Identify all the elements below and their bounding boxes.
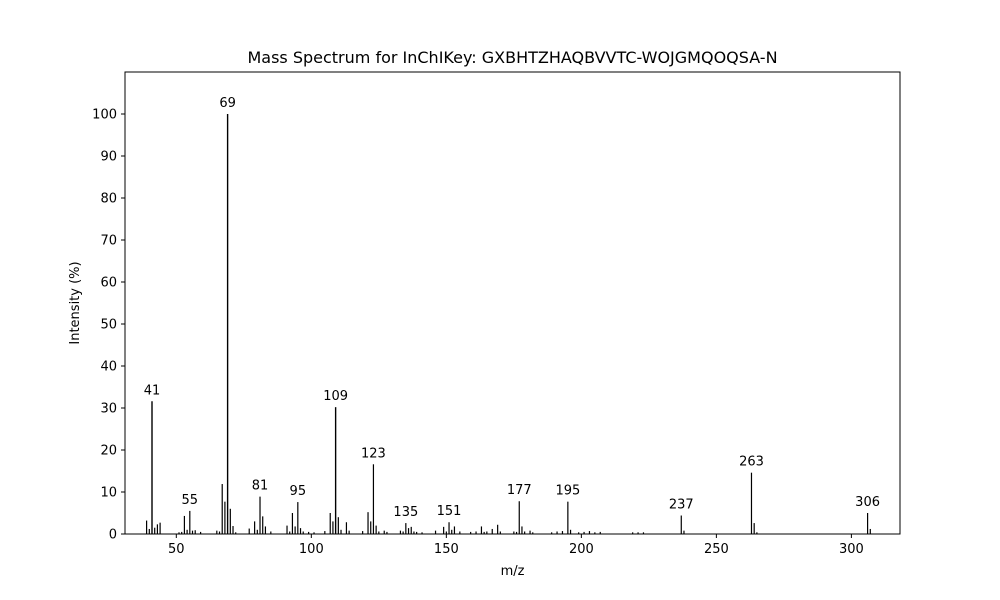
peak-label-177: 177 xyxy=(507,483,532,498)
peak-label-69: 69 xyxy=(219,96,236,111)
x-tick-label-200: 200 xyxy=(569,542,594,557)
x-tick-label-100: 100 xyxy=(299,542,324,557)
chart-title: Mass Spectrum for InChIKey: GXBHTZHAQBVV… xyxy=(247,48,777,67)
y-tick-label-30: 30 xyxy=(100,402,117,417)
peak-label-195: 195 xyxy=(555,484,580,499)
plot-area-frame xyxy=(124,71,901,535)
y-tick-label-50: 50 xyxy=(100,318,117,333)
x-tick-label-50: 50 xyxy=(168,542,185,557)
peak-labels: 41 55 69 81 95 109 123 135 151 177 195 237 263 306 xyxy=(144,96,880,520)
x-axis-title: m/z xyxy=(501,564,525,579)
y-axis-ticks: 0 10 20 30 40 50 60 70 80 90 100 xyxy=(92,108,125,543)
peak-label-151: 151 xyxy=(437,504,462,519)
y-tick-label-90: 90 xyxy=(100,150,117,165)
x-tick-label-250: 250 xyxy=(704,542,729,557)
peak-label-237: 237 xyxy=(669,498,694,513)
peak-label-123: 123 xyxy=(361,446,386,461)
x-tick-label-150: 150 xyxy=(434,542,459,557)
y-tick-label-70: 70 xyxy=(100,234,117,249)
y-axis-title: Intensity (%) xyxy=(68,261,83,344)
peak-label-81: 81 xyxy=(252,479,269,494)
peak-label-135: 135 xyxy=(393,505,418,520)
y-tick-label-100: 100 xyxy=(92,108,117,123)
peak-bars xyxy=(146,114,871,534)
peak-label-109: 109 xyxy=(323,389,348,404)
y-tick-label-20: 20 xyxy=(100,444,117,459)
peak-label-95: 95 xyxy=(290,484,307,499)
y-tick-label-40: 40 xyxy=(100,360,117,375)
peak-label-41: 41 xyxy=(144,383,161,398)
y-tick-label-10: 10 xyxy=(100,486,117,501)
x-axis-ticks: 50 100 150 200 250 300 xyxy=(168,534,864,557)
y-tick-label-60: 60 xyxy=(100,276,117,291)
peak-label-55: 55 xyxy=(182,493,199,508)
y-tick-label-0: 0 xyxy=(109,528,117,543)
y-tick-label-80: 80 xyxy=(100,192,117,207)
peak-label-263: 263 xyxy=(739,455,764,470)
x-tick-label-300: 300 xyxy=(839,542,864,557)
peak-label-306: 306 xyxy=(855,495,880,510)
